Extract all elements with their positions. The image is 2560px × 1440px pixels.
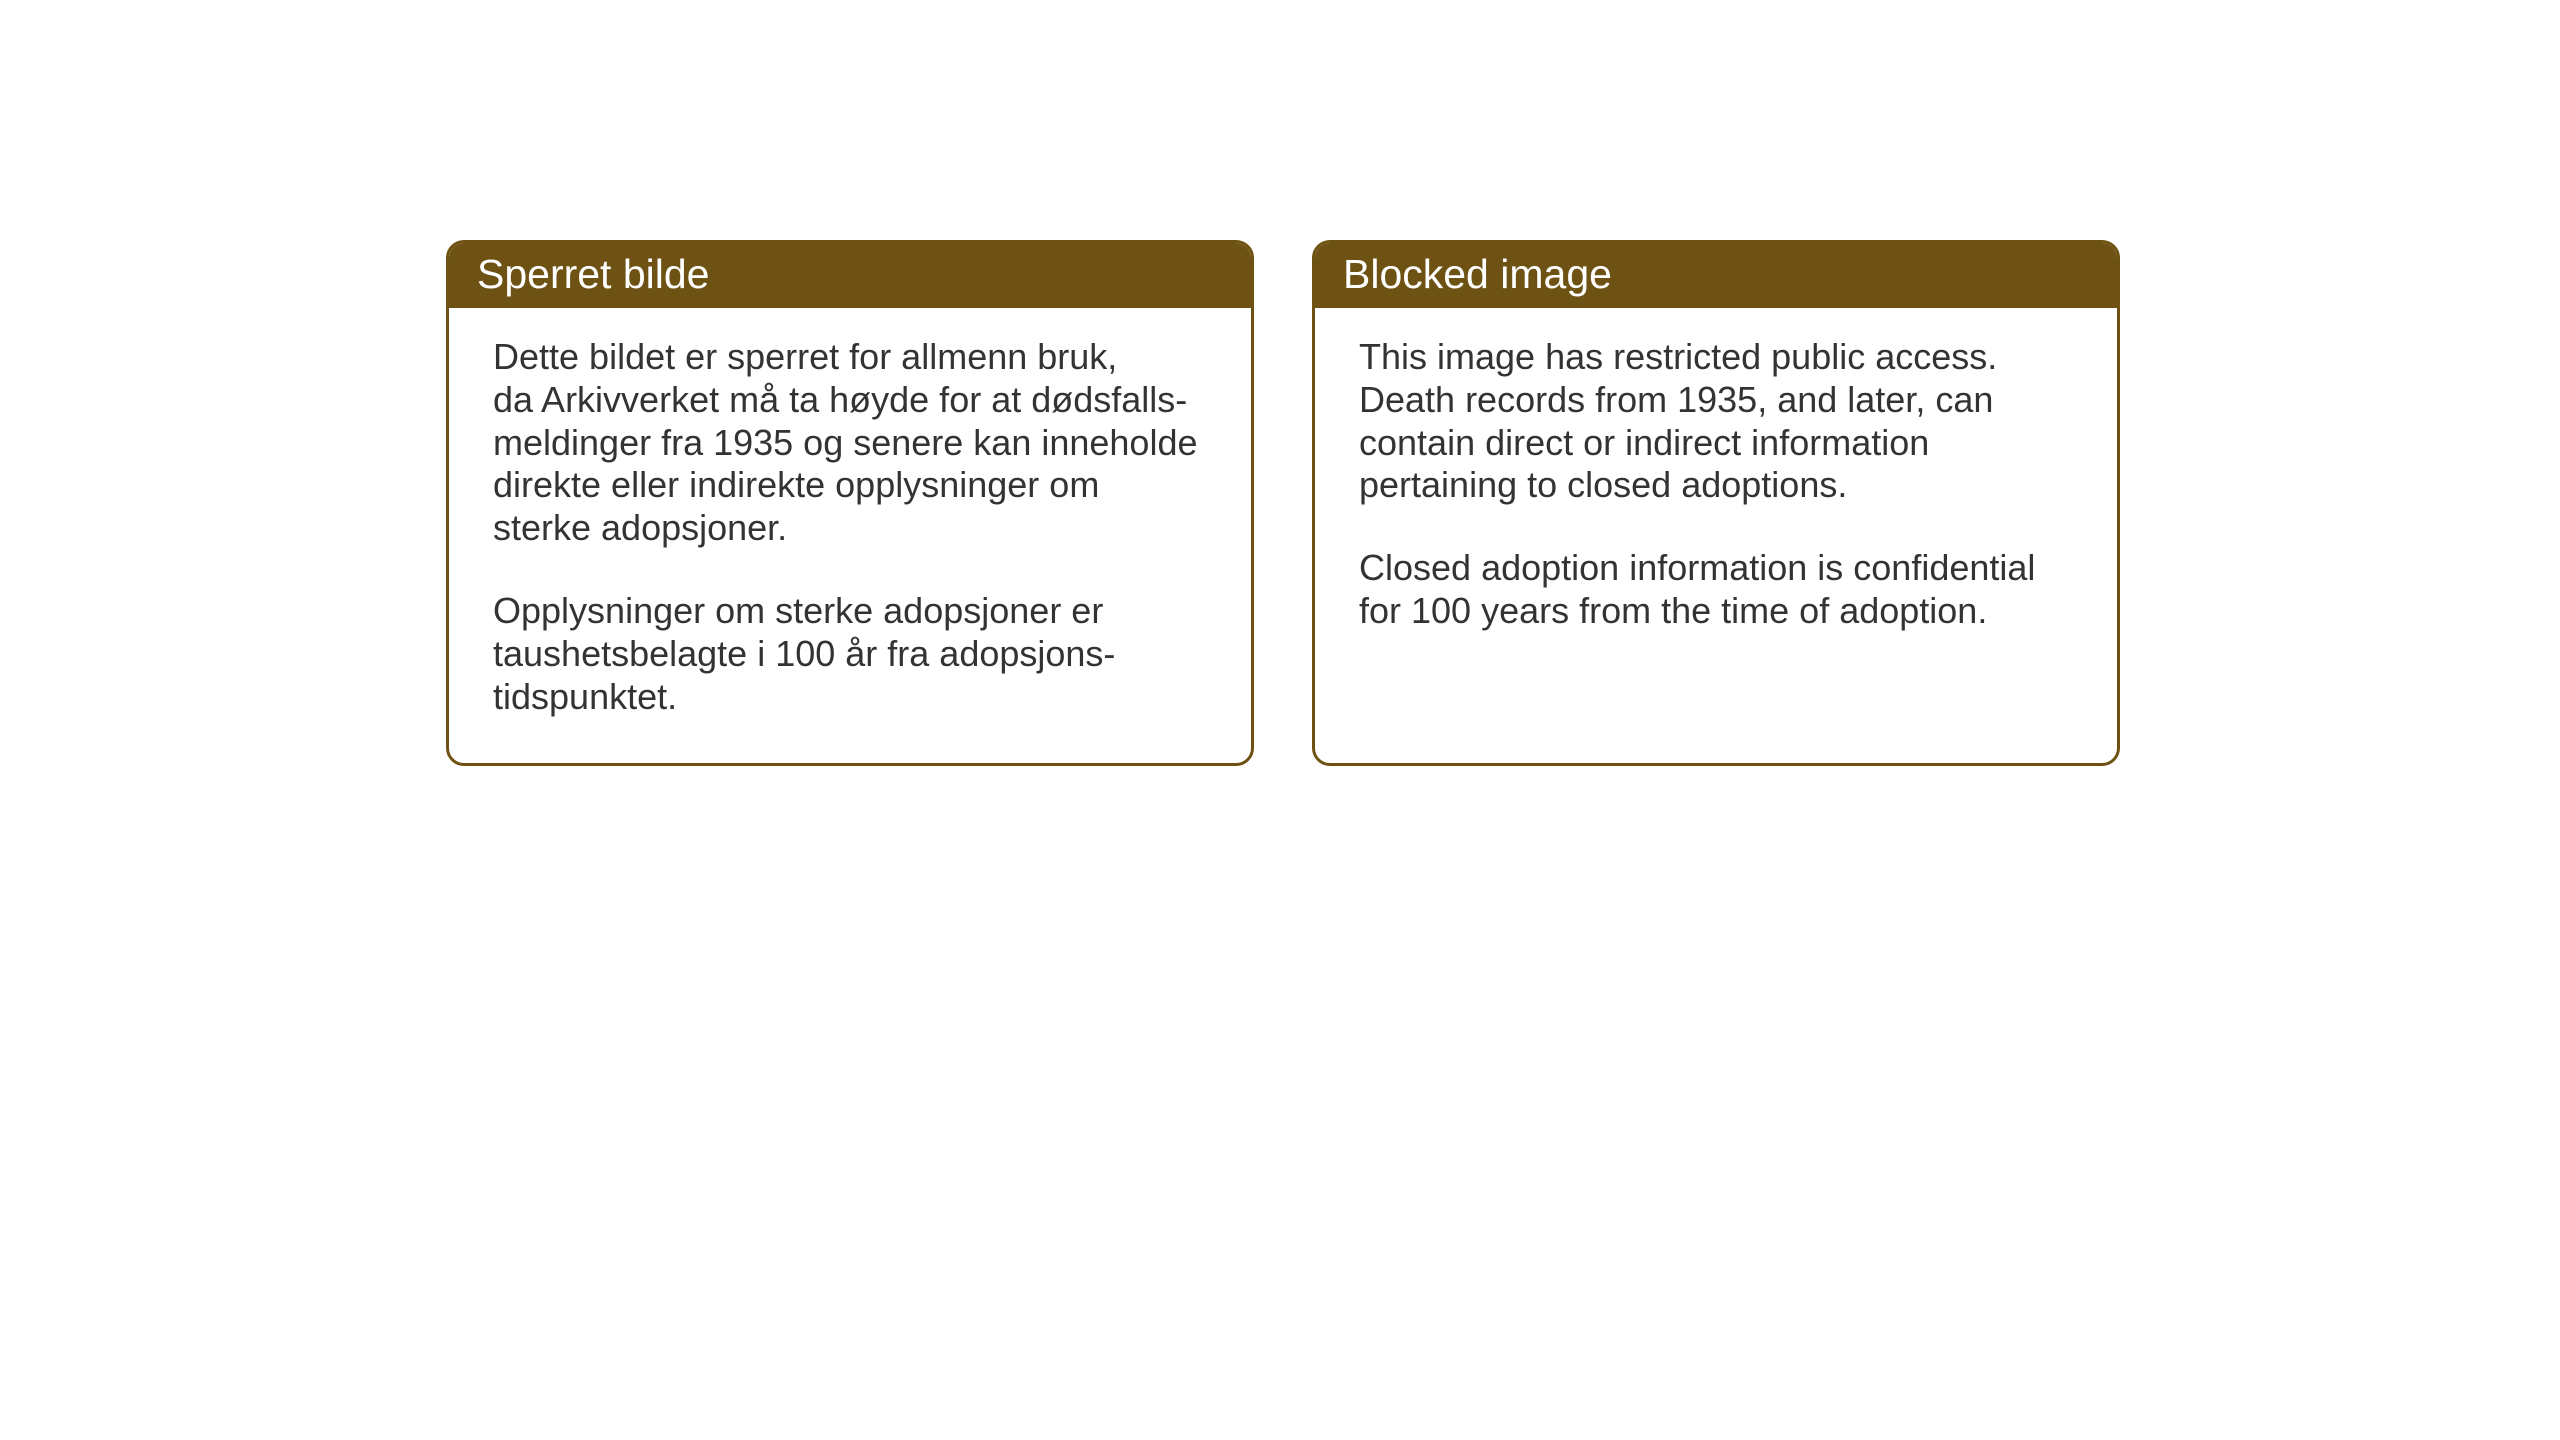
notice-header-english: Blocked image (1315, 243, 2117, 308)
notice-body-english: This image has restricted public access.… (1315, 308, 2117, 677)
notice-paragraph-1-english: This image has restricted public access.… (1359, 336, 2073, 507)
notice-paragraph-1-norwegian: Dette bildet er sperret for allmenn bruk… (493, 336, 1207, 550)
notice-title-norwegian: Sperret bilde (477, 251, 709, 297)
notice-paragraph-2-norwegian: Opplysninger om sterke adopsjoner er tau… (493, 590, 1207, 718)
notice-card-english: Blocked image This image has restricted … (1312, 240, 2120, 766)
notice-cards-container: Sperret bilde Dette bildet er sperret fo… (446, 240, 2120, 766)
notice-title-english: Blocked image (1343, 251, 1612, 297)
notice-paragraph-2-english: Closed adoption information is confident… (1359, 547, 2073, 633)
notice-card-norwegian: Sperret bilde Dette bildet er sperret fo… (446, 240, 1254, 766)
notice-body-norwegian: Dette bildet er sperret for allmenn bruk… (449, 308, 1251, 763)
notice-header-norwegian: Sperret bilde (449, 243, 1251, 308)
